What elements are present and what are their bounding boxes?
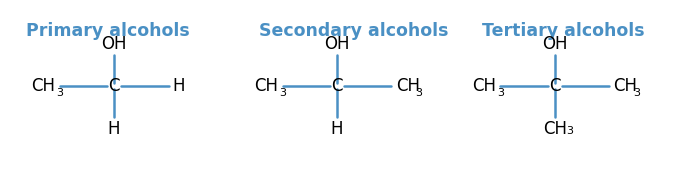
Text: H: H [173,77,186,95]
Text: C: C [108,77,120,95]
Text: CH: CH [542,120,567,138]
Text: 3: 3 [279,89,286,98]
Text: 3: 3 [497,89,504,98]
Text: CH: CH [254,77,279,95]
Text: CH: CH [473,77,496,95]
Text: Secondary alcohols: Secondary alcohols [259,22,449,40]
Text: 3: 3 [57,89,64,98]
Text: Tertiary alcohols: Tertiary alcohols [482,22,645,40]
Text: 3: 3 [633,89,640,98]
Text: OH: OH [102,35,127,52]
Text: CH: CH [395,77,419,95]
Text: CH: CH [32,77,55,95]
Text: C: C [331,77,343,95]
Text: 3: 3 [415,89,422,98]
Text: H: H [108,120,120,138]
Text: C: C [549,77,561,95]
Text: H: H [331,120,343,138]
Text: 3: 3 [566,126,573,136]
Text: OH: OH [324,35,350,52]
Text: CH: CH [613,77,638,95]
Text: OH: OH [542,35,568,52]
Text: Primary alcohols: Primary alcohols [26,22,190,40]
